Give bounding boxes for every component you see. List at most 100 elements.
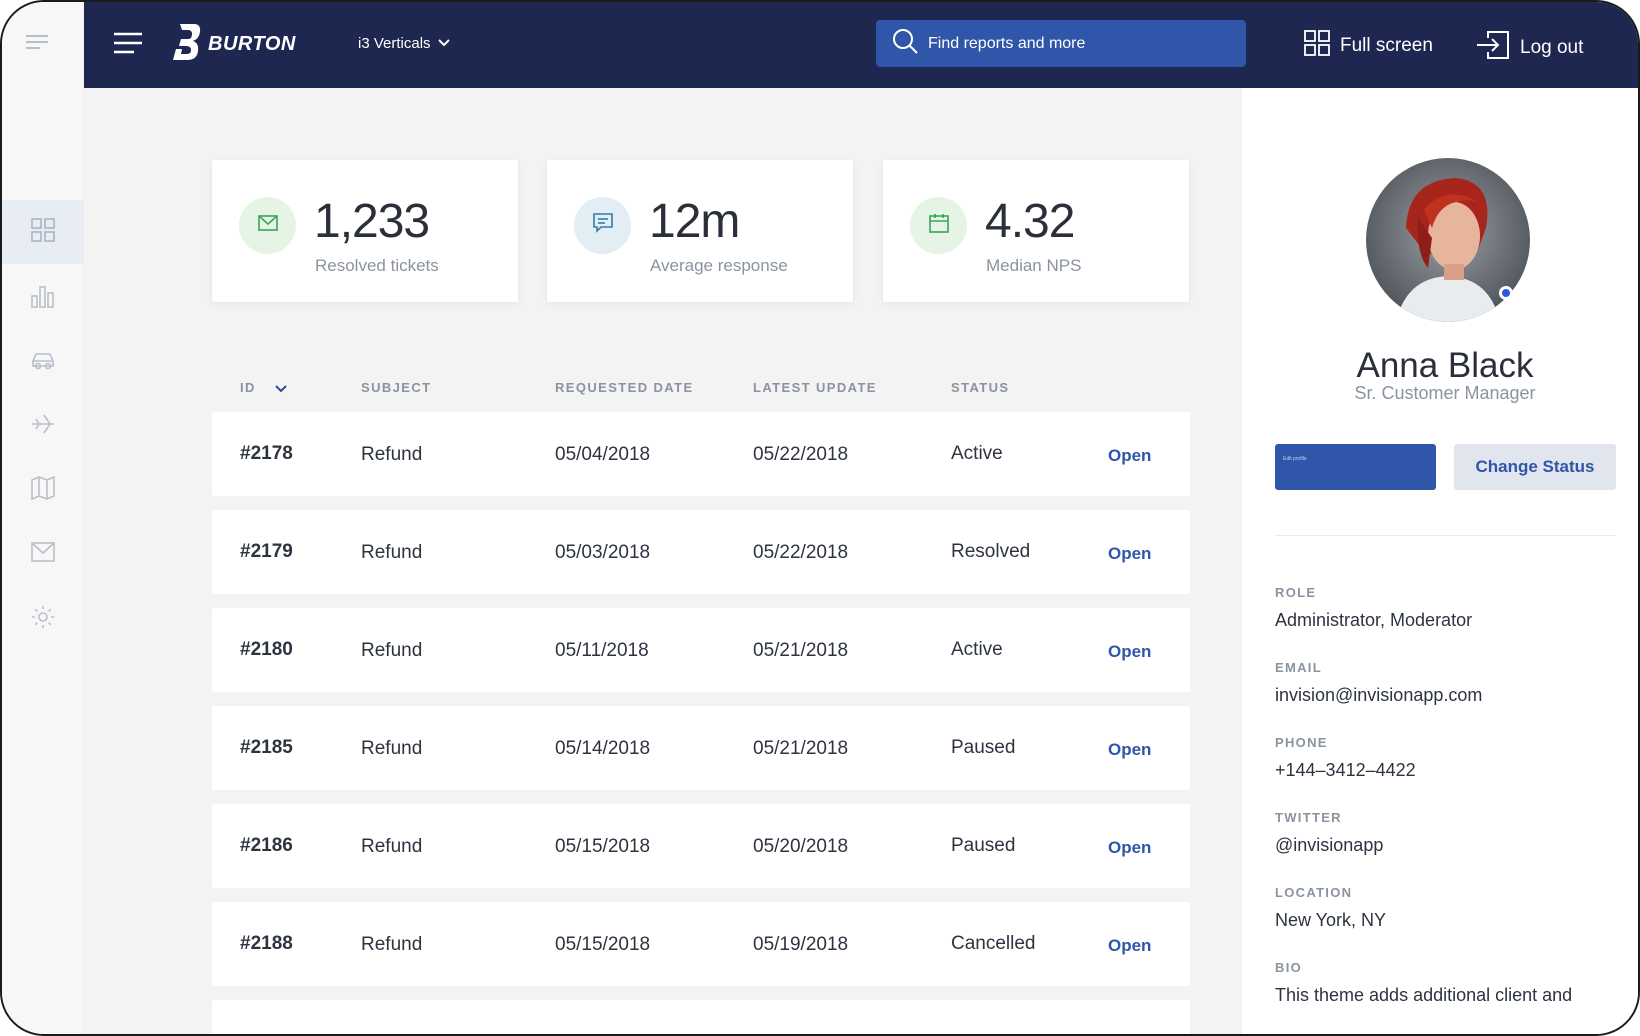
- ticket-latest-update: 05/21/2018: [753, 738, 849, 759]
- ticket-id: #2180: [240, 639, 293, 660]
- brand-logo[interactable]: BURTON: [172, 22, 296, 67]
- nav-vehicles[interactable]: [2, 330, 84, 394]
- table-row[interactable]: #2179 Refund 05/03/2018 05/22/2018 Resol…: [212, 510, 1190, 594]
- sort-chevron-icon: [275, 381, 287, 396]
- change-status-button[interactable]: Change Status: [1454, 444, 1616, 490]
- open-ticket-link[interactable]: Open: [1108, 446, 1152, 465]
- column-header-status[interactable]: STATUS: [951, 380, 1010, 395]
- profile-name: Anna Black: [1356, 346, 1534, 385]
- table-row[interactable]: #2185 Refund 05/14/2018 05/21/2018 Pause…: [212, 706, 1190, 790]
- open-ticket-link[interactable]: Open: [1108, 544, 1152, 563]
- phone-label: PHONE: [1275, 735, 1328, 750]
- column-header-id-label: ID: [240, 380, 256, 395]
- table-row[interactable]: #2188 Refund 05/15/2018 05/19/2018 Cance…: [212, 902, 1190, 986]
- burton-b-icon: [172, 22, 202, 67]
- ticket-requested-date: 05/11/2018: [555, 640, 649, 661]
- table-row[interactable]: #2186 Refund 05/15/2018 05/20/2018 Pause…: [212, 804, 1190, 888]
- stat-card-response: 12m Average response: [547, 160, 853, 302]
- top-bar: BURTON i3 Verticals Full screen Log out: [84, 2, 1638, 88]
- search-input[interactable]: [928, 34, 1228, 53]
- nav-messages[interactable]: [2, 522, 84, 586]
- bio-label: BIO: [1275, 960, 1303, 975]
- location-label: LOCATION: [1275, 885, 1353, 900]
- bar-chart-icon: [31, 284, 55, 313]
- logout-button[interactable]: Log out: [1476, 30, 1583, 66]
- twitter-value[interactable]: @invisionapp: [1275, 835, 1384, 855]
- open-ticket-link[interactable]: Open: [1108, 642, 1152, 661]
- stat-card-nps: 4.32 Median NPS: [883, 160, 1189, 302]
- search-box[interactable]: [876, 20, 1246, 67]
- table-row[interactable]: [212, 1000, 1190, 1034]
- chevron-down-icon: [437, 35, 451, 52]
- ticket-id: #2185: [240, 737, 293, 758]
- vertical-selector[interactable]: i3 Verticals: [358, 35, 451, 52]
- open-ticket-link[interactable]: Open: [1108, 838, 1152, 857]
- ticket-subject: Refund: [361, 444, 423, 465]
- ticket-latest-update: 05/22/2018: [753, 444, 849, 465]
- map-icon: [31, 475, 55, 505]
- column-header-id[interactable]: ID: [240, 380, 287, 395]
- fullscreen-button[interactable]: Full screen: [1304, 30, 1433, 62]
- table-row[interactable]: #2180 Refund 05/11/2018 05/21/2018 Activ…: [212, 608, 1190, 692]
- hamburger-menu-icon[interactable]: [114, 32, 142, 59]
- ticket-subject: Refund: [361, 934, 423, 955]
- stat-icon-circle: [239, 197, 296, 254]
- online-status-dot: [1499, 286, 1513, 300]
- ticket-id: #2179: [240, 541, 293, 562]
- column-header-subject[interactable]: SUBJECT: [361, 380, 432, 395]
- bio-value: This theme adds additional client and: [1275, 985, 1573, 1005]
- ticket-status: Active: [951, 639, 1003, 660]
- location-value: New York, NY: [1275, 910, 1387, 930]
- open-ticket-link[interactable]: Open: [1108, 936, 1152, 955]
- mail-icon: [31, 541, 55, 567]
- stat-label: Resolved tickets: [315, 256, 439, 275]
- vertical-selector-label: i3 Verticals: [358, 35, 431, 52]
- ticket-subject: Refund: [361, 640, 423, 661]
- open-ticket-link[interactable]: Open: [1108, 740, 1152, 759]
- brand-name: BURTON: [208, 33, 296, 55]
- avatar[interactable]: [1366, 158, 1530, 322]
- twitter-label: TWITTER: [1275, 810, 1342, 825]
- nav-dashboard[interactable]: [2, 200, 84, 264]
- ticket-latest-update: 05/19/2018: [753, 934, 849, 955]
- collapse-menu-icon[interactable]: [26, 34, 48, 55]
- fullscreen-grid-icon: [1304, 30, 1330, 62]
- plane-icon: [30, 412, 56, 441]
- ticket-status: Resolved: [951, 541, 1031, 562]
- role-label: ROLE: [1275, 585, 1317, 600]
- email-value[interactable]: invision@invisionapp.com: [1275, 685, 1483, 705]
- ticket-id: #2178: [240, 443, 293, 464]
- ticket-subject: Refund: [361, 542, 423, 563]
- ticket-status: Cancelled: [951, 933, 1036, 954]
- logout-icon: [1476, 30, 1510, 66]
- dashboard-grid-icon: [31, 217, 55, 247]
- nav-travel[interactable]: [2, 394, 84, 458]
- column-header-updated[interactable]: LATEST UPDATE: [753, 380, 877, 395]
- profile-panel: Anna Black Sr. Customer Manager Edit pro…: [1242, 88, 1638, 1034]
- ticket-requested-date: 05/04/2018: [555, 444, 651, 465]
- divider: [1275, 535, 1616, 536]
- stat-value: 12m: [649, 195, 740, 248]
- role-value: Administrator, Moderator: [1275, 610, 1473, 630]
- column-header-requested[interactable]: REQUESTED DATE: [555, 380, 694, 395]
- stat-value: 4.32: [985, 195, 1075, 248]
- nav-map[interactable]: [2, 458, 84, 522]
- nav-reports[interactable]: [2, 266, 84, 330]
- phone-value: +144–3412–4422: [1275, 760, 1416, 780]
- left-rail: [2, 2, 84, 1034]
- nav-settings[interactable]: [2, 587, 84, 651]
- stat-label: Median NPS: [986, 256, 1082, 275]
- ticket-subject: Refund: [361, 738, 423, 759]
- calendar-icon: [928, 213, 949, 238]
- ticket-requested-date: 05/15/2018: [555, 934, 651, 955]
- email-label: EMAIL: [1275, 660, 1322, 675]
- ticket-requested-date: 05/14/2018: [555, 738, 651, 759]
- ticket-requested-date: 05/03/2018: [555, 542, 651, 563]
- edit-profile-button[interactable]: Edit profile: [1275, 444, 1436, 490]
- fullscreen-label: Full screen: [1340, 35, 1433, 56]
- ticket-status: Paused: [951, 737, 1016, 758]
- table-row[interactable]: #2178 Refund 05/04/2018 05/22/2018 Activ…: [212, 412, 1190, 496]
- logout-label: Log out: [1520, 37, 1584, 58]
- stat-icon-circle: [574, 197, 631, 254]
